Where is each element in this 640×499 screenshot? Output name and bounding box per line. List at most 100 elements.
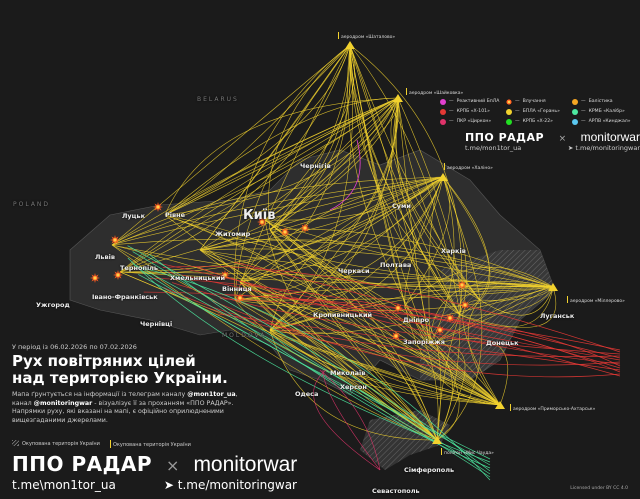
- trajectory-line: [269, 280, 554, 331]
- country-label: MOLDOVA: [222, 332, 267, 339]
- trajectory-line: [459, 286, 554, 316]
- hatch-icon: [12, 440, 19, 446]
- tg-link-monitoringwar[interactable]: t.me/monitoringwar: [575, 144, 640, 152]
- trajectory-line: [349, 44, 461, 316]
- trajectory-line: [164, 44, 351, 216]
- trajectory-line: [212, 300, 621, 378]
- trajectory-line: [221, 294, 621, 367]
- legend-label: ПКР «Циркон»: [456, 119, 492, 124]
- legend-item: — Влучання: [506, 99, 572, 105]
- city-label: Херсон: [340, 383, 367, 391]
- trajectory-line: [269, 283, 554, 331]
- description: Мапа ґрунтується на інформації із телегр…: [12, 391, 252, 425]
- trajectory-line: [164, 214, 438, 441]
- city-label: Миколаїв: [330, 369, 366, 377]
- trajectory-line: [442, 176, 491, 301]
- city-label: Ужгород: [36, 301, 70, 309]
- trajectory-line: [234, 176, 444, 301]
- trajectory-line: [234, 299, 438, 441]
- color-dot-icon: [506, 109, 512, 115]
- trajectory-line: [219, 298, 621, 351]
- explosion-icon: [113, 270, 123, 280]
- trajectory-line: [269, 97, 399, 231]
- legend-label: Балістика: [588, 99, 613, 104]
- trajectory-line: [239, 176, 444, 283]
- trajectory-line: [164, 214, 501, 406]
- trajectory-line: [199, 249, 438, 441]
- trajectory-line: [164, 214, 554, 288]
- trajectory-line: [234, 299, 438, 441]
- city-label: Луганськ: [540, 312, 575, 320]
- trajectory-line: [319, 369, 381, 471]
- city-label: Чернівці: [140, 320, 173, 328]
- trajectory-line: [164, 97, 399, 216]
- trajectory-line: [141, 269, 491, 460]
- trajectory-line: [269, 97, 399, 331]
- trajectory-line: [347, 44, 431, 346]
- tg-link-mon1tor[interactable]: t.me/mon1tor_ua: [465, 144, 522, 152]
- city-label: Луцьк: [122, 212, 145, 220]
- trajectory-line: [269, 329, 438, 441]
- trajectory-line: [199, 248, 554, 288]
- trajectory-line: [167, 271, 621, 361]
- trajectory-line: [397, 97, 481, 301]
- description-text: - візуалізує її за проханням «ППО РАДАР»…: [12, 399, 234, 424]
- city-label: Львів: [95, 253, 115, 261]
- brand-large: ППО РАДАР × monitorwar t.me\mon1tor_ua ➤ t.…: [12, 452, 297, 493]
- city-label: Кропивницький: [313, 311, 373, 319]
- tg-link-mon1tor-large[interactable]: t.me\mon1tor_ua: [12, 478, 116, 492]
- legend-item: — Реактивний БпЛА: [440, 99, 506, 105]
- trajectory-line: [239, 176, 444, 283]
- trajectory-line: [132, 263, 491, 466]
- trajectory-line: [429, 281, 554, 346]
- trajectory-line: [436, 299, 483, 441]
- trajectory-line: [111, 244, 438, 441]
- monitorwar-logo: monitorwar: [580, 130, 640, 144]
- trajectory-line: [349, 44, 461, 316]
- city-label: Одеса: [295, 390, 319, 398]
- explosion-icon: [391, 331, 401, 341]
- ppo-radar-logo: ППО РАДАР: [465, 131, 545, 144]
- trajectory-line: [397, 97, 431, 346]
- city-label: Дніпро: [403, 316, 430, 324]
- trajectory-line: [442, 176, 481, 301]
- trajectory-line: [111, 176, 444, 246]
- tg-link-monitoringwar-large[interactable]: t.me/monitoringwar: [177, 478, 297, 492]
- legend-label: Реактивний БпЛА: [456, 99, 500, 104]
- trajectory-line: [239, 97, 399, 283]
- launch-site-marker: [438, 173, 448, 181]
- trajectory-line: [349, 44, 481, 301]
- trajectory-line: [199, 249, 501, 406]
- airfield-label: полігон «Мис Чауда»: [441, 448, 494, 457]
- trajectory-line: [143, 291, 621, 373]
- launch-site-marker: [548, 283, 558, 291]
- license: Licensed under BY CC 4.0: [570, 486, 628, 491]
- description-text: , канал: [12, 391, 238, 407]
- launch-site-marker: [345, 41, 355, 49]
- explosion-icon: [235, 293, 245, 303]
- airfield-label: аеродром «Міллерово»: [567, 296, 625, 305]
- city-label: Київ: [243, 208, 276, 223]
- trajectory-line: [269, 176, 444, 331]
- explosion-icon: [257, 217, 267, 227]
- trajectory-line: [397, 97, 461, 316]
- city-label: Севастополь: [372, 487, 420, 495]
- airfield-label: аеродром «Приморсько-Ахтарськ»: [510, 404, 595, 413]
- trajectory-line: [313, 369, 381, 471]
- airfield-label: аеродром «Шайковка»: [406, 88, 463, 97]
- trajectory-line: [269, 329, 501, 406]
- color-dot-icon: [506, 119, 512, 125]
- trajectory-line: [217, 313, 621, 371]
- trajectory-line: [111, 176, 444, 246]
- trajectory-line: [404, 266, 554, 306]
- trajectory-line: [127, 257, 491, 463]
- title-line-1: Рух повітряних цілей: [12, 352, 196, 370]
- title-line-2: над територією України.: [12, 369, 228, 387]
- trajectory-line: [164, 97, 399, 216]
- explosion-icon: [460, 300, 470, 310]
- trajectory-line: [164, 97, 399, 216]
- trajectory-line: [349, 44, 481, 301]
- explosion-icon: [506, 99, 512, 105]
- legend-label: КРПБ «Х-101»: [456, 109, 490, 114]
- brand-x-large: ×: [166, 456, 180, 475]
